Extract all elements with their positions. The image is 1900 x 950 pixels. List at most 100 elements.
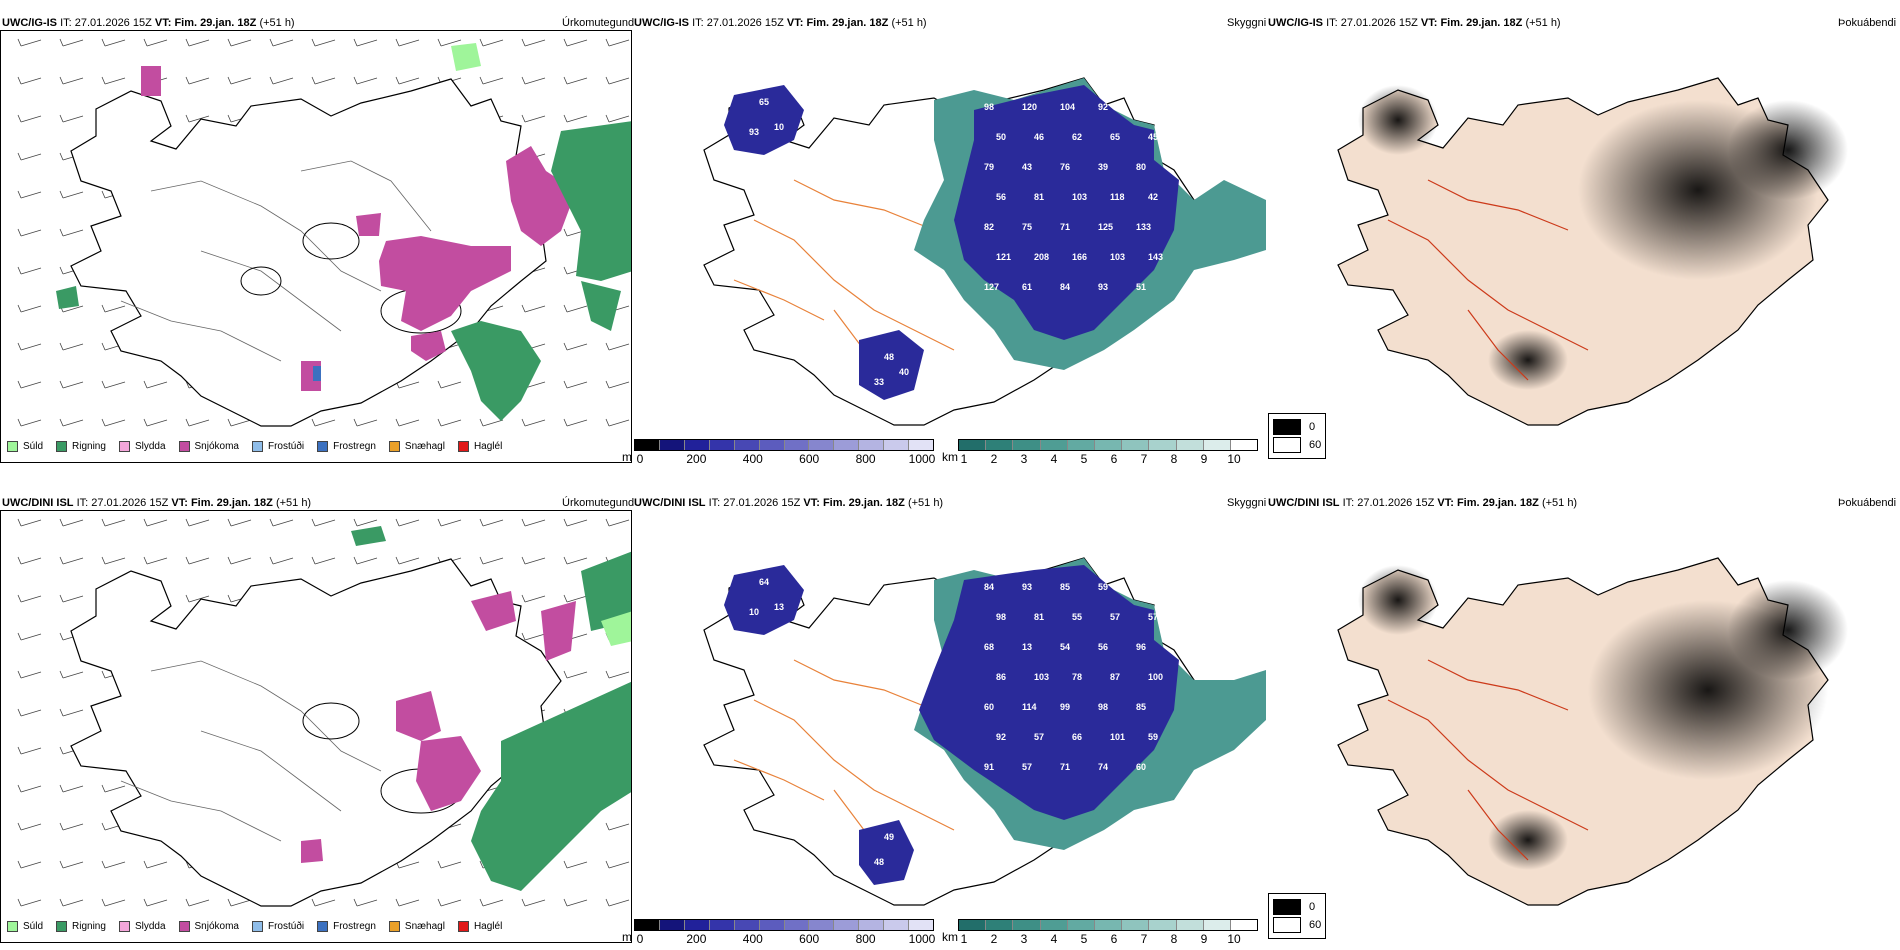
precip-header-top: UWC/IG-IS IT: 27.01.2026 15Z VT: Fim. 29…	[2, 17, 295, 29]
fog-swatch	[1273, 419, 1301, 435]
ceiling-colorbar-top: 0 200 400 600 800 1000 m	[622, 439, 935, 466]
rain-area	[451, 321, 541, 421]
ceiling-value-label: 49	[884, 832, 894, 842]
colorbar-cell	[834, 440, 860, 450]
colorbar-cell	[986, 440, 1014, 450]
legend-swatch	[56, 921, 68, 932]
ceiling-value-label: 84	[984, 582, 994, 592]
ceiling-value-label: 71	[1060, 762, 1070, 772]
ceiling-value-label: 68	[984, 642, 994, 652]
colorbar-cell	[709, 920, 735, 930]
ceiling-value-label: 48	[874, 857, 884, 867]
colorbar-tick: 1000	[908, 932, 936, 946]
colorbar-cell	[1067, 440, 1095, 450]
fog-map-bottom[interactable]	[1268, 510, 1898, 915]
ceiling-value-label: 48	[884, 352, 894, 362]
colorbar-cell	[986, 920, 1014, 930]
legend-swatch	[118, 921, 130, 932]
colorbar-cell	[1230, 440, 1258, 450]
cloud-map-bottom[interactable]: 64 10 13 84 93 85 59 109 98 81 55 57 57 68 13 54 56 96 86 1…	[634, 510, 1266, 915]
cloud-map-top[interactable]: 65 93 10 98 120 104 92 86 50 46 62 65 45 79 43 76 39 80 56…	[634, 30, 1266, 435]
ceiling-value-label: 76	[1060, 162, 1070, 172]
precip-legend-top: Súld Rigning Slydda Snjókoma Frostúði Frostre…	[7, 441, 515, 452]
precip-legend-item: Frostregn	[317, 441, 376, 452]
ceiling-value-label: 66	[1072, 732, 1082, 742]
colorbar-tick: 3	[1020, 452, 1028, 466]
legend-swatch	[251, 921, 263, 932]
ceiling-colorbar-bottom: 0 200 400 600 800 1000 m	[622, 919, 936, 946]
ceiling-value-label: 43	[1022, 162, 1032, 172]
ceiling-value-label: 13	[1022, 642, 1032, 652]
precip-title-top: Úrkomutegund	[562, 17, 635, 29]
legend-label: Súld	[23, 441, 44, 452]
ceiling-value-label: 120	[1022, 102, 1037, 112]
ceiling-value-label: 65	[759, 97, 769, 107]
colorbar-cell	[1094, 440, 1123, 450]
legend-swatch	[7, 441, 18, 452]
precip-legend-item: Snjókoma	[178, 921, 239, 932]
legend-label: Frostúði	[267, 921, 305, 932]
colorbar-cell	[1094, 920, 1123, 930]
ceiling-value-label: 80	[1136, 162, 1146, 172]
colorbar-cell	[734, 920, 760, 930]
colorbar-cell	[1040, 440, 1068, 450]
ceiling-value-label: 45	[1148, 132, 1158, 142]
legend-swatch	[388, 441, 400, 452]
colorbar-cell	[684, 920, 710, 930]
precip-legend-item: Snæhagl	[388, 921, 445, 932]
ceiling-value-label: 57	[1110, 612, 1120, 622]
precip-map-svg-bottom	[17, 518, 631, 907]
ceiling-value-label: 42	[1148, 192, 1158, 202]
fog-map-top[interactable]	[1268, 30, 1898, 435]
colorbar-cell	[759, 440, 785, 450]
precip-legend-item: Súld	[7, 441, 43, 452]
colorbar-tick: 9	[1200, 452, 1208, 466]
colorbar-cell	[1149, 440, 1177, 450]
ceiling-value-label: 109	[1136, 582, 1151, 592]
fog-legend-item: 60	[1273, 917, 1321, 933]
ceiling-value-label: 208	[1034, 252, 1049, 262]
colorbar-tick: 8	[1170, 932, 1178, 946]
colorbar-cell	[884, 920, 910, 930]
visibility-colorbar-top: 1 2 3 4 5 6 7 8 9 10 km	[942, 439, 1258, 466]
colorbar-tick: 200	[686, 932, 707, 946]
precip-legend-item: Slydda	[118, 921, 166, 932]
colorbar-cell	[784, 920, 810, 930]
colorbar-tick: 400	[742, 452, 763, 466]
ceiling-value-label: 10	[774, 122, 784, 132]
fog-header-top: UWC/IG-IS IT: 27.01.2026 15Z VT: Fim. 29…	[1268, 17, 1561, 29]
ceiling-value-label: 57	[1022, 762, 1032, 772]
ceiling-value-label: 61	[1022, 282, 1032, 292]
ceiling-value-label: 98	[1098, 702, 1108, 712]
precip-map-bottom[interactable]	[0, 510, 632, 943]
precip-map-top[interactable]	[0, 30, 632, 463]
ceiling-value-label: 143	[1148, 252, 1163, 262]
legend-label: Haglél	[473, 441, 503, 452]
ceiling-value-label: 81	[1034, 612, 1044, 622]
colorbar-cell	[659, 440, 685, 450]
legend-label: Snæhagl	[404, 441, 445, 452]
legend-swatch	[457, 921, 469, 932]
colorbar-cell	[759, 920, 785, 930]
fog-legend-item: 60	[1273, 437, 1321, 453]
colorbar-cell	[1176, 920, 1204, 930]
legend-label: Súld	[23, 921, 44, 932]
ceiling-value-label: 93	[1022, 582, 1032, 592]
precip-legend-item: Snjókoma	[178, 441, 239, 452]
precip-legend-item: Rigning	[56, 921, 106, 932]
ceiling-value-label: 166	[1072, 252, 1087, 262]
fog-legend-label: 0	[1309, 901, 1316, 913]
colorbar-tick: 600	[799, 452, 820, 466]
ceiling-value-label: 101	[1110, 732, 1125, 742]
ceiling-value-label: 92	[1098, 102, 1108, 112]
colorbar-cell	[1122, 440, 1150, 450]
ceiling-value-label: 100	[1148, 672, 1163, 682]
colorbar-cell	[709, 440, 735, 450]
ceiling-value-label: 103	[1110, 252, 1125, 262]
ceiling-value-label: 39	[1098, 162, 1108, 172]
rain-area	[56, 286, 79, 309]
colorbar-cell	[959, 920, 987, 930]
fog-swatch	[1273, 917, 1301, 933]
ceiling-value-label: 127	[984, 282, 999, 292]
ceiling-value-label: 51	[1136, 282, 1146, 292]
